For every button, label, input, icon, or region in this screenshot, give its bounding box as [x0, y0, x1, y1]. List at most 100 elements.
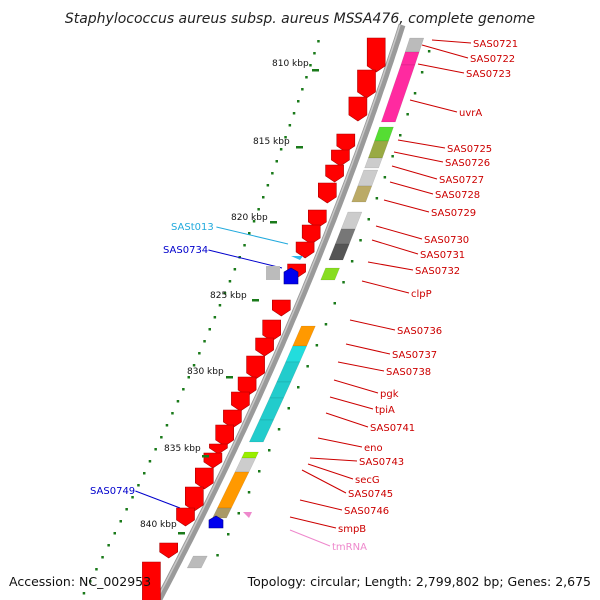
forward-gene-25 [159, 542, 178, 559]
track-box-18 [248, 419, 274, 443]
gene-label-sas0734: SAS0734 [163, 245, 208, 256]
track-dot [342, 281, 345, 284]
scale-dot [223, 292, 227, 295]
track-dot [306, 365, 309, 368]
kbp-tick-840-kbp [178, 532, 185, 535]
scale-dot [182, 388, 185, 391]
connector-tmrna [289, 529, 331, 547]
forward-gene-26 [142, 561, 161, 600]
scale-dot [313, 52, 316, 55]
gene-labels: SAS0721 SAS0722 SAS0723 uvrA SAS0725 SAS0726 S… [90, 39, 518, 553]
gene-label-clpp: clpP [411, 289, 432, 300]
scale-dot [284, 136, 287, 139]
scale-dot [233, 268, 237, 271]
gene-label-sas0736: SAS0736 [397, 326, 442, 337]
gene-label-sas0721: SAS0721 [473, 39, 518, 50]
connector-sas0736 [349, 319, 396, 331]
forward-gene-3 [348, 96, 368, 122]
track-dot [413, 92, 417, 95]
track-dot [333, 302, 336, 305]
scale-dot [95, 568, 98, 571]
genome-backbone [155, 23, 406, 600]
connector-sas0732 [367, 261, 414, 271]
forward-gene-16 [237, 376, 257, 397]
gene-label-sas0725: SAS0725 [447, 144, 492, 155]
connector-eno [317, 437, 363, 448]
connector-sas0729 [383, 199, 430, 213]
track-dot [237, 512, 240, 515]
scale-dot [213, 316, 217, 319]
track-dot [258, 470, 261, 473]
track-box-15 [276, 361, 301, 383]
track-dot [367, 218, 370, 221]
forward-gene-5 [331, 149, 350, 167]
forward-gene-17 [231, 391, 250, 412]
connector-sas0726 [393, 151, 444, 163]
gene-label-sas0749: SAS0749 [90, 486, 135, 497]
track-dot [277, 428, 281, 431]
forward-gene-7 [317, 182, 337, 204]
kbp-label-820-kbp: 820 kbp [231, 213, 268, 223]
feature-tracks [186, 37, 425, 569]
accession-text: Accession: NC_002953 [9, 574, 151, 589]
gene-label-sas0741: SAS0741 [370, 423, 415, 434]
connector-tpia [329, 396, 374, 410]
track-box-16 [269, 381, 292, 399]
track-box-23 [186, 555, 208, 569]
track-box-13 [292, 325, 316, 347]
scale-dot [131, 496, 134, 499]
forward-gene-6 [325, 164, 344, 183]
track-dot [406, 113, 409, 116]
scale-dot [165, 424, 169, 427]
gene-label-tmrna: tmRNA [332, 542, 367, 553]
track-dot [216, 554, 219, 557]
track-dot [359, 239, 362, 242]
track-box-14 [285, 345, 308, 363]
forward-gene-22 [195, 467, 214, 490]
scale-dot [257, 208, 260, 211]
forward-gene-2 [357, 69, 376, 99]
reverse-gene-sas0749 [208, 515, 224, 529]
forward-gene-12 [271, 299, 291, 317]
track-dot [227, 533, 230, 536]
scale-dot [279, 148, 283, 151]
scale-dot [82, 592, 86, 595]
gene-label-secg: secG [355, 475, 380, 486]
connector-sas0737 [345, 343, 391, 355]
scale-dot [171, 412, 174, 415]
scale-dot [288, 124, 292, 127]
scale-dot [113, 532, 116, 535]
rna-gene-sast013 [291, 256, 303, 260]
map-title: Staphylococcus aureus subsp. aureus MSSA… [65, 11, 535, 27]
gene-label-tpia: tpiA [375, 405, 395, 416]
track-dot [268, 449, 271, 452]
kbp-label-840-kbp: 840 kbp [140, 520, 177, 530]
rna-gene-tmrna [243, 512, 252, 518]
track-box-12 [320, 267, 340, 281]
label-connectors [135, 39, 472, 547]
scale-dot [154, 448, 157, 451]
track-dot [287, 407, 290, 410]
kbp-tick-835-kbp [202, 455, 209, 458]
kbp-label-810-kbp: 810 kbp [272, 59, 309, 69]
scale-dot [137, 484, 140, 487]
forward-gene-15 [246, 355, 265, 380]
topology-text: Topology: circular; Length: 2,799,802 bp… [247, 574, 591, 589]
forward-gene-4 [336, 133, 356, 153]
kbp-label-835-kbp: 835 kbp [164, 444, 201, 454]
forward-gene-9 [301, 224, 321, 245]
connector-sas0725 [397, 139, 446, 149]
track-dot [247, 491, 251, 494]
track-box-6 [364, 157, 383, 169]
connector-sas0728 [389, 181, 434, 195]
scale-dot [309, 64, 312, 67]
scale-dot [125, 508, 128, 511]
gene-label-sas0745: SAS0745 [348, 489, 393, 500]
forward-gene-8 [307, 209, 327, 229]
scale-dot [271, 172, 274, 175]
track-box-2 [400, 51, 420, 66]
track-box-3 [380, 64, 416, 123]
scale-dot [218, 304, 222, 307]
track-box-11 [328, 243, 350, 261]
